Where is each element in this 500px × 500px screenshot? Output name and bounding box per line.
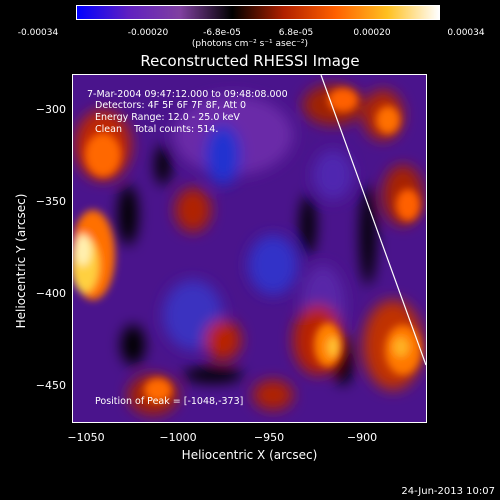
y-tick: −300	[35, 103, 66, 116]
solar-image-panel: 7-Mar-2004 09:47:12.000 to 09:48:08.000 …	[72, 74, 427, 423]
x-tick: −900	[346, 431, 378, 444]
solar-limb-line	[320, 75, 426, 366]
peak-position-label: Position of Peak = [-1048,-373]	[95, 396, 244, 407]
x-tick: −1000	[159, 431, 197, 444]
colorbar-tick: -6.8e-05	[203, 28, 241, 38]
colorbar-tick: 6.8e-05	[278, 28, 314, 38]
image-title: Reconstructed RHESSI Image	[140, 52, 360, 70]
colorbar-tick: 0.00034	[447, 28, 485, 38]
colorbar-tick: -0.00034	[17, 28, 59, 38]
y-axis-label: Heliocentric Y (arcsec)	[14, 193, 28, 329]
y-tick: −450	[35, 379, 66, 392]
solar-image	[73, 75, 426, 422]
date-stamp: 24-Jun-2013 10:07	[401, 486, 495, 497]
colorbar-units: (photons cm⁻² s⁻¹ asec⁻²)	[191, 39, 309, 49]
y-tick: −350	[35, 195, 66, 208]
x-tick: −1050	[67, 431, 105, 444]
colorbar-tick: 0.00020	[353, 28, 391, 38]
detectors-label: Detectors: 4F 5F 6F 7F 8F, Att 0	[95, 100, 247, 111]
clean-counts-label: Clean Total counts: 514.	[95, 124, 219, 135]
time-range-label: 7-Mar-2004 09:47:12.000 to 09:48:08.000	[87, 89, 288, 100]
energy-range-label: Energy Range: 12.0 - 25.0 keV	[95, 112, 240, 123]
x-axis-label: Heliocentric X (arcsec)	[181, 448, 318, 462]
colorbar	[76, 5, 440, 20]
colorbar-tick: -0.00020	[127, 28, 169, 38]
x-tick: −950	[253, 431, 285, 444]
y-tick: −400	[35, 287, 66, 300]
